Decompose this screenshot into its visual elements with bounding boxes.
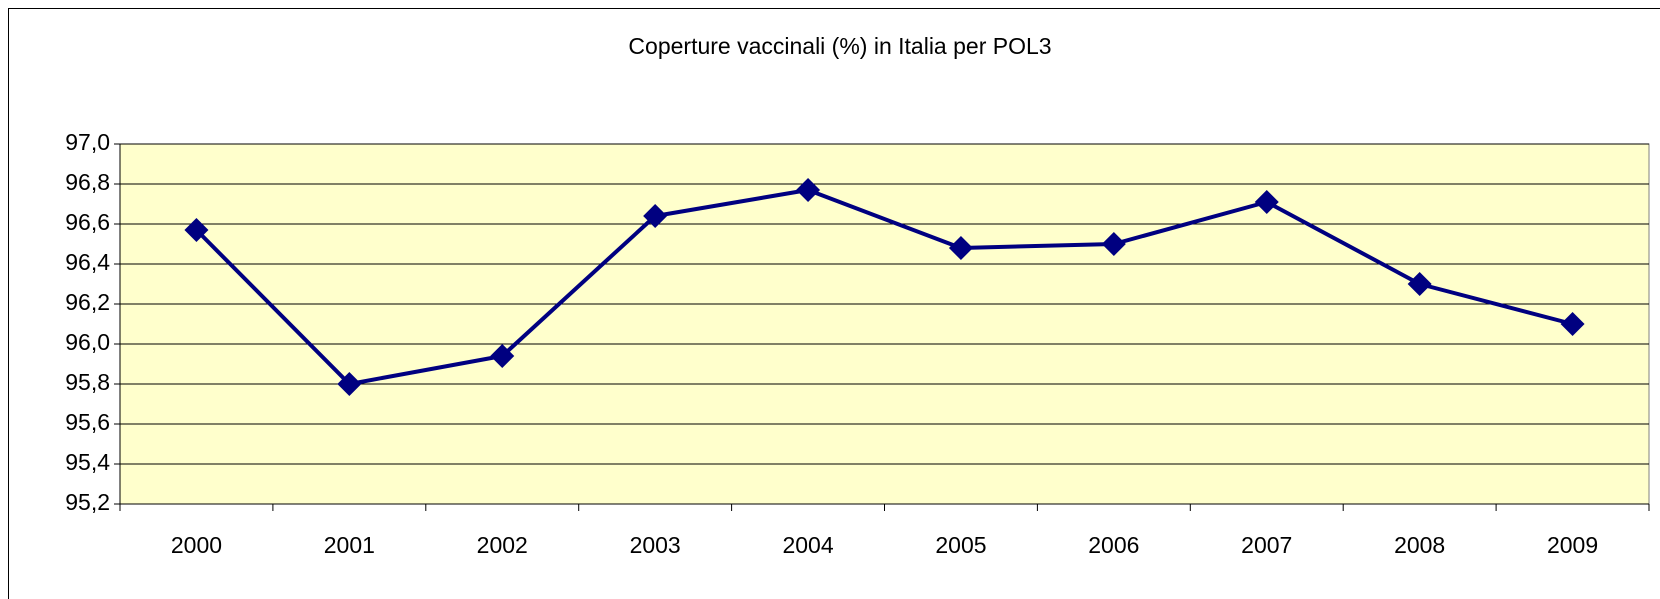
marker: [1560, 312, 1585, 336]
x-tick-label: 2005: [935, 532, 986, 558]
x-tick-label: 2007: [1241, 532, 1292, 558]
y-tick-label: 95,8: [65, 369, 110, 395]
y-tick-label: 97,0: [65, 129, 110, 155]
marker: [643, 204, 668, 228]
y-tick-label: 96,6: [65, 209, 110, 235]
y-tick-label: 95,4: [65, 449, 110, 475]
marker: [1407, 272, 1432, 296]
x-tick-label: 2004: [782, 532, 833, 558]
x-tick-label: 2006: [1088, 532, 1139, 558]
line: [195, 188, 1574, 386]
x-tick-label: 2003: [630, 532, 681, 558]
marker: [337, 372, 362, 396]
y-tick-label: 96,4: [65, 249, 110, 275]
x-tick-label: 2002: [477, 532, 528, 558]
plot-area: [119, 143, 1650, 505]
y-tick-label: 96,0: [65, 329, 110, 355]
marker: [948, 236, 973, 260]
marker: [184, 218, 209, 242]
x-tick-label: 2009: [1547, 532, 1598, 558]
x-tick-label: 2008: [1394, 532, 1445, 558]
marker: [1101, 232, 1126, 256]
x-tick-label: 2001: [324, 532, 375, 558]
y-tick-label: 96,2: [65, 289, 110, 315]
y-tick-label: 95,6: [65, 409, 110, 435]
x-tick-label: 2000: [171, 532, 222, 558]
y-tick-label: 96,8: [65, 169, 110, 195]
marker: [796, 178, 821, 202]
y-tick-label: 95,2: [65, 489, 110, 515]
marker: [490, 344, 515, 368]
chart-title: Coperture vaccinali (%) in Italia per PO…: [628, 33, 1051, 59]
marker: [1254, 190, 1279, 214]
